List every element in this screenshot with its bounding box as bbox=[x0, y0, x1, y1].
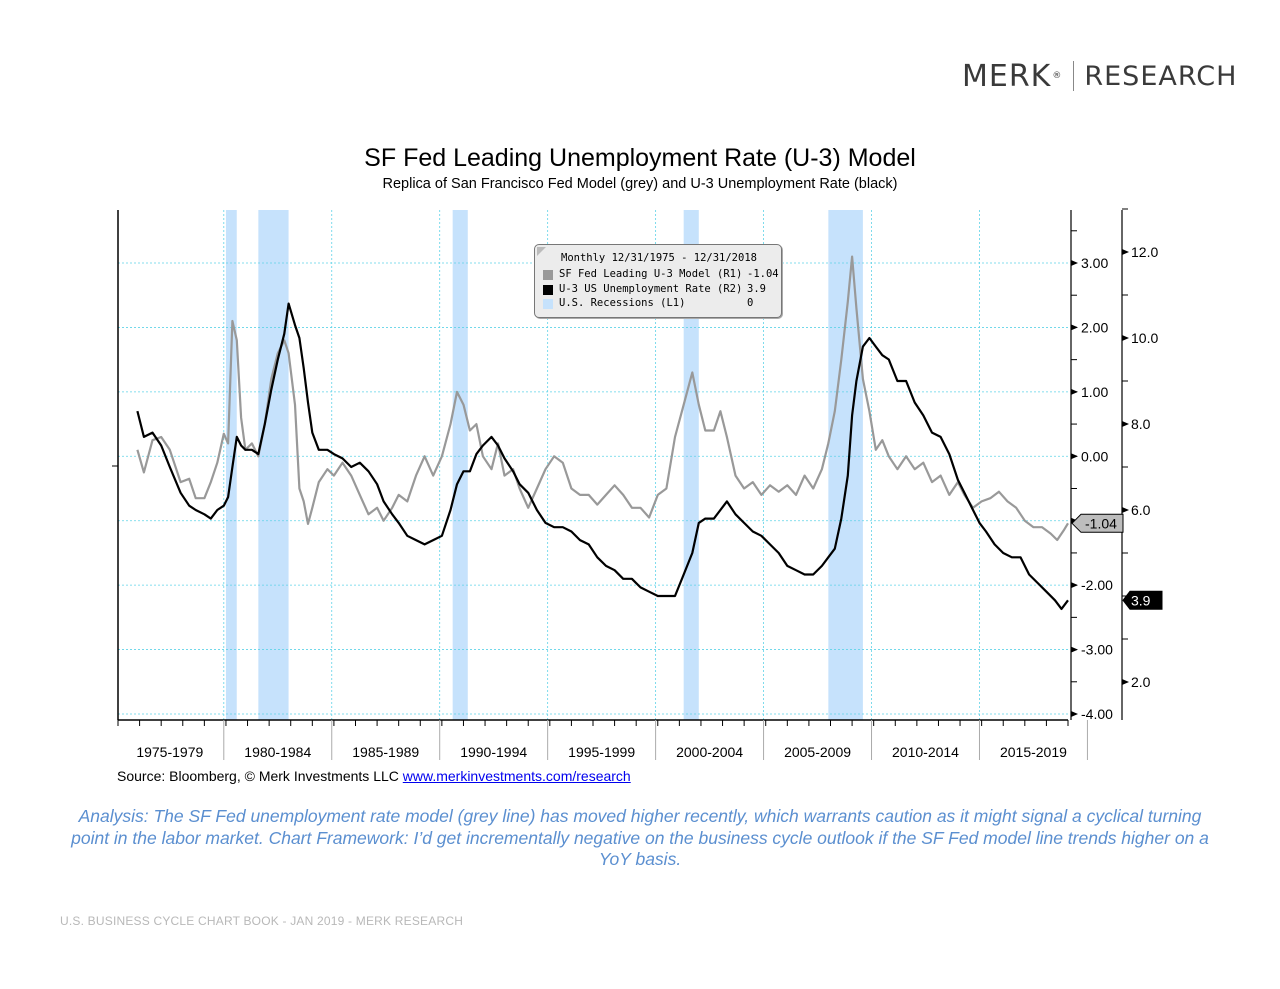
r2-tick-label: 8.0 bbox=[1131, 416, 1151, 432]
legend-entry-name: U.S. Recessions (L1) bbox=[559, 297, 686, 309]
logo-brand: MERK bbox=[962, 58, 1052, 94]
recession-band bbox=[258, 210, 289, 720]
r1-tick-label: 2.00 bbox=[1081, 319, 1108, 335]
merk-research-logo: MERK ® RESEARCH bbox=[962, 58, 1237, 94]
x-tick-label: 1975-1979 bbox=[136, 744, 203, 760]
r1-tick-marker bbox=[1071, 646, 1078, 653]
legend-swatch-unemployment bbox=[543, 285, 553, 295]
unemployment-series-line bbox=[136, 302, 1069, 610]
r1-tick-marker bbox=[1071, 324, 1078, 331]
legend-swatch-recessions bbox=[543, 299, 553, 309]
chart-subtitle: Replica of San Francisco Fed Model (grey… bbox=[382, 176, 898, 192]
legend-entry-value: 0 bbox=[747, 297, 754, 309]
chart-source: Source: Bloomberg, © Merk Investments LL… bbox=[117, 768, 631, 784]
r2-tick-label: 2.0 bbox=[1131, 674, 1151, 690]
chart-legend: Monthly 12/31/1975 - 12/31/2018 SF Fed L… bbox=[534, 244, 782, 318]
model-last-value-callout bbox=[1071, 513, 1124, 533]
legend-entry-name: U-3 US Unemployment Rate (R2) bbox=[559, 283, 743, 295]
logo-separator bbox=[1073, 61, 1075, 91]
unemployment-last-value-callout bbox=[1122, 590, 1163, 610]
legend-swatch-model bbox=[543, 270, 553, 280]
r1-tick-marker bbox=[1071, 260, 1078, 266]
x-tick-label: 2010-2014 bbox=[892, 744, 959, 760]
legend-entry-model: SF Fed Leading U-3 Model (R1) -1.04 bbox=[543, 268, 779, 282]
r2-tick-label: 12.0 bbox=[1131, 244, 1158, 260]
r2-tick-marker bbox=[1122, 249, 1129, 255]
legend-entry-recessions: U.S. Recessions (L1) 0 bbox=[543, 297, 779, 311]
r1-tick-marker bbox=[1071, 388, 1078, 395]
legend-entry-value: -1.04 bbox=[747, 268, 779, 280]
source-text: Source: Bloomberg, © Merk Investments LL… bbox=[117, 768, 403, 784]
x-tick-label: 1990-1994 bbox=[460, 744, 527, 760]
x-tick-label: 2015-2019 bbox=[1000, 744, 1067, 760]
x-tick-label: 1995-1999 bbox=[568, 744, 635, 760]
r1-tick-label: -3.00 bbox=[1081, 642, 1113, 658]
chart-plot: 1975-1979 1980-1984 1985-1989 1990-1994 1995… bbox=[112, 208, 1163, 760]
legend-title: Monthly 12/31/1975 - 12/31/2018 bbox=[561, 252, 757, 264]
r1-tick-marker bbox=[1071, 582, 1078, 589]
r1-tick-label: -4.00 bbox=[1081, 706, 1113, 722]
legend-corner-icon bbox=[537, 247, 546, 256]
r1-tick-label: 1.00 bbox=[1081, 384, 1108, 400]
source-link[interactable]: www.merkinvestments.com/research bbox=[402, 768, 631, 784]
recession-band bbox=[828, 210, 863, 720]
unemployment-last-value-label: 3.9 bbox=[1131, 592, 1151, 608]
x-tick-label: 1985-1989 bbox=[352, 744, 419, 760]
r2-tick-marker bbox=[1122, 679, 1129, 685]
analysis-text: Analysis: The SF Fed unemployment rate m… bbox=[71, 806, 1209, 869]
r2-tick-label: 6.0 bbox=[1131, 502, 1151, 518]
recession-band bbox=[225, 210, 237, 720]
r1-tick-marker bbox=[1071, 453, 1078, 460]
r1-tick-label: 0.00 bbox=[1081, 448, 1108, 464]
page-footer: U.S. BUSINESS CYCLE CHART BOOK - JAN 201… bbox=[60, 914, 464, 928]
logo-division: RESEARCH bbox=[1084, 60, 1238, 92]
x-tick-label: 2005-2009 bbox=[784, 744, 851, 760]
legend-entry-name: SF Fed Leading U-3 Model (R1) bbox=[559, 268, 743, 280]
r1-tick-label: -2.00 bbox=[1081, 577, 1113, 593]
recession-band bbox=[452, 210, 468, 720]
recession-band bbox=[683, 210, 699, 720]
model-series-line bbox=[136, 255, 1069, 542]
legend-entry-unemployment: U-3 US Unemployment Rate (R2) 3.9 bbox=[543, 283, 779, 297]
x-tick-label: 1980-1984 bbox=[244, 744, 311, 760]
chart-title: SF Fed Leading Unemployment Rate (U-3) M… bbox=[364, 144, 916, 172]
r2-tick-marker bbox=[1122, 421, 1129, 427]
legend-entry-value: 3.9 bbox=[747, 283, 766, 295]
r1-tick-label: 3.00 bbox=[1081, 255, 1108, 271]
model-last-value-label: -1.04 bbox=[1085, 515, 1117, 531]
r2-tick-marker bbox=[1122, 507, 1129, 513]
r2-tick-marker bbox=[1122, 335, 1129, 341]
r2-tick-label: 10.0 bbox=[1131, 330, 1158, 346]
r1-tick-marker bbox=[1071, 711, 1078, 717]
logo-registered-mark: ® bbox=[1052, 71, 1062, 81]
x-tick-label: 2000-2004 bbox=[676, 744, 743, 760]
